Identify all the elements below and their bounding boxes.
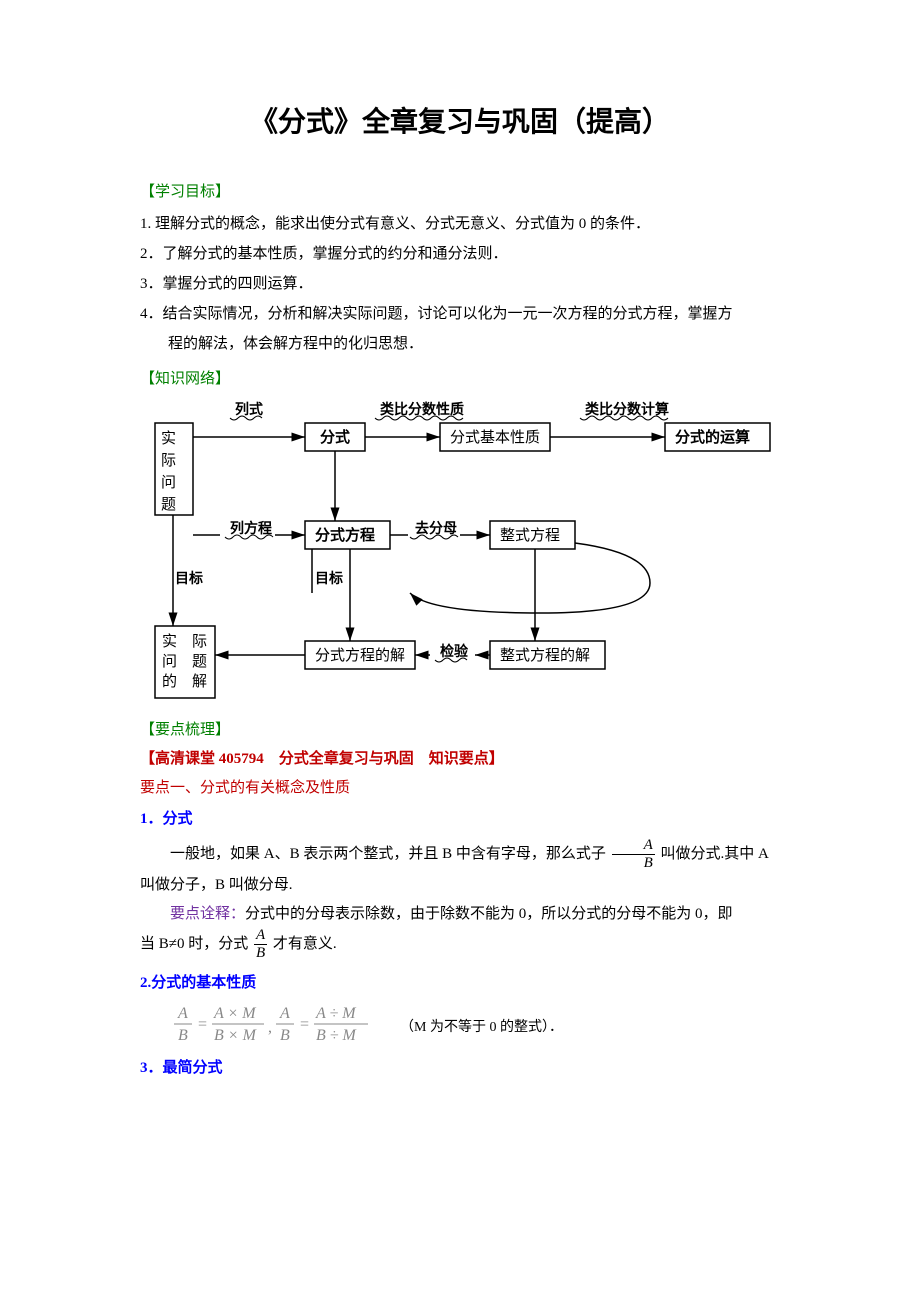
label-leibi-xingzhi: 类比分数性质 xyxy=(380,401,464,418)
goal-4a: 4．结合实际情况，分析和解决实际问题，讨论可以化为一元一次方程的分式方程，掌握方 xyxy=(140,299,780,329)
label-liefangcheng: 列方程 xyxy=(230,520,272,537)
p2-formula: AB = A × MB × M , AB = A ÷ MB ÷ M （M 为不等… xyxy=(140,1002,780,1046)
box-fenshi: 分式 xyxy=(320,428,350,446)
point1-header: 要点一、分式的有关概念及性质 xyxy=(140,776,780,797)
svg-text:B: B xyxy=(280,1027,290,1044)
svg-text:B: B xyxy=(178,1027,188,1044)
goal-2: 2．了解分式的基本性质，掌握分式的约分和通分法则． xyxy=(140,239,780,269)
knowledge-diagram: 列式 类比分数性质 类比分数计算 实 际 问 题 分式 分式基本性质 分式的运算… xyxy=(140,398,780,708)
note-label: 要点诠释： xyxy=(170,906,245,922)
label-lieshi: 列式 xyxy=(235,401,263,418)
svg-text:=: = xyxy=(300,1016,309,1033)
p2-title: 2.分式的基本性质 xyxy=(140,971,780,992)
formula-image: AB = A × MB × M , AB = A ÷ MB ÷ M xyxy=(170,1002,400,1046)
p1-body-line1: 一般地，如果 A、B 表示两个整式，并且 B 中含有字母，那么式子 AB 叫做分… xyxy=(140,838,780,871)
p1-note-line2: 当 B≠0 时，分式 AB 才有意义. xyxy=(140,928,780,961)
points-header: 【要点梳理】 xyxy=(140,718,780,739)
box-fenshi-fangcheng: 分式方程 xyxy=(315,526,375,544)
box-yunsuan: 分式的运算 xyxy=(675,428,750,446)
svg-text:题: 题 xyxy=(161,497,176,513)
p1-title: 1．分式 xyxy=(140,807,780,828)
goal-1: 1. 理解分式的概念，能求出使分式有意义、分式无意义、分式值为 0 的条件． xyxy=(140,209,780,239)
p1-note-2a: 当 B≠0 时，分式 xyxy=(140,936,248,952)
goal-3: 3．掌握分式的四则运算． xyxy=(140,269,780,299)
label-leibi-jisuan: 类比分数计算 xyxy=(585,401,669,418)
svg-text:的 解: 的 解 xyxy=(162,673,207,690)
box-xingzhi: 分式基本性质 xyxy=(450,429,540,446)
network-header: 【知识网络】 xyxy=(140,367,780,388)
goals-header: 【学习目标】 xyxy=(140,180,780,201)
p1-body-line2: 叫做分子，B 叫做分母. xyxy=(140,871,780,900)
label-qufenmu: 去分母 xyxy=(415,520,457,537)
svg-text:际: 际 xyxy=(161,452,176,469)
p3-title: 3．最简分式 xyxy=(140,1056,780,1077)
course-ref: 【高清课堂 405794 分式全章复习与巩固 知识要点】 xyxy=(140,747,780,768)
page-title: 《分式》全章复习与巩固（提高） xyxy=(140,100,780,140)
svg-text:B × M: B × M xyxy=(214,1027,258,1044)
svg-text:=: = xyxy=(198,1016,207,1033)
p1-body-b: 叫做分式.其中 A xyxy=(661,846,769,862)
svg-text:A × M: A × M xyxy=(213,1005,257,1022)
svg-text:A: A xyxy=(279,1005,290,1022)
box-zhengshi-fangcheng: 整式方程 xyxy=(500,527,560,544)
svg-text:问: 问 xyxy=(161,474,176,491)
svg-text:B ÷ M: B ÷ M xyxy=(316,1027,358,1044)
p1-note-line1: 要点诠释：分式中的分母表示除数，由于除数不能为 0，所以分式的分母不能为 0，即 xyxy=(140,900,780,929)
p2-suffix: （M 为不等于 0 的整式）． xyxy=(400,1015,563,1046)
svg-text:A: A xyxy=(177,1005,188,1022)
box-zhengshi-jie: 整式方程的解 xyxy=(500,647,590,664)
label-mubiao2: 目标 xyxy=(315,570,343,587)
goal-4b: 程的解法，体会解方程中的化归思想． xyxy=(140,329,780,359)
svg-text:问 题: 问 题 xyxy=(162,653,207,670)
p1-note-body: 分式中的分母表示除数，由于除数不能为 0，所以分式的分母不能为 0，即 xyxy=(245,906,733,922)
svg-text:实 际: 实 际 xyxy=(162,633,207,650)
box-fenshi-jie: 分式方程的解 xyxy=(315,647,405,664)
svg-text:,: , xyxy=(268,1019,272,1036)
box-shiji-wenti: 实 xyxy=(161,430,176,447)
label-jianyan: 检验 xyxy=(440,643,469,660)
fraction-a-over-b-2: AB xyxy=(254,928,267,961)
label-mubiao1: 目标 xyxy=(175,570,203,587)
p1-body-a: 一般地，如果 A、B 表示两个整式，并且 B 中含有字母，那么式子 xyxy=(170,846,606,862)
svg-text:A ÷ M: A ÷ M xyxy=(315,1005,357,1022)
fraction-a-over-b: AB xyxy=(612,838,655,871)
p1-note-2b: 才有意义. xyxy=(273,936,337,952)
